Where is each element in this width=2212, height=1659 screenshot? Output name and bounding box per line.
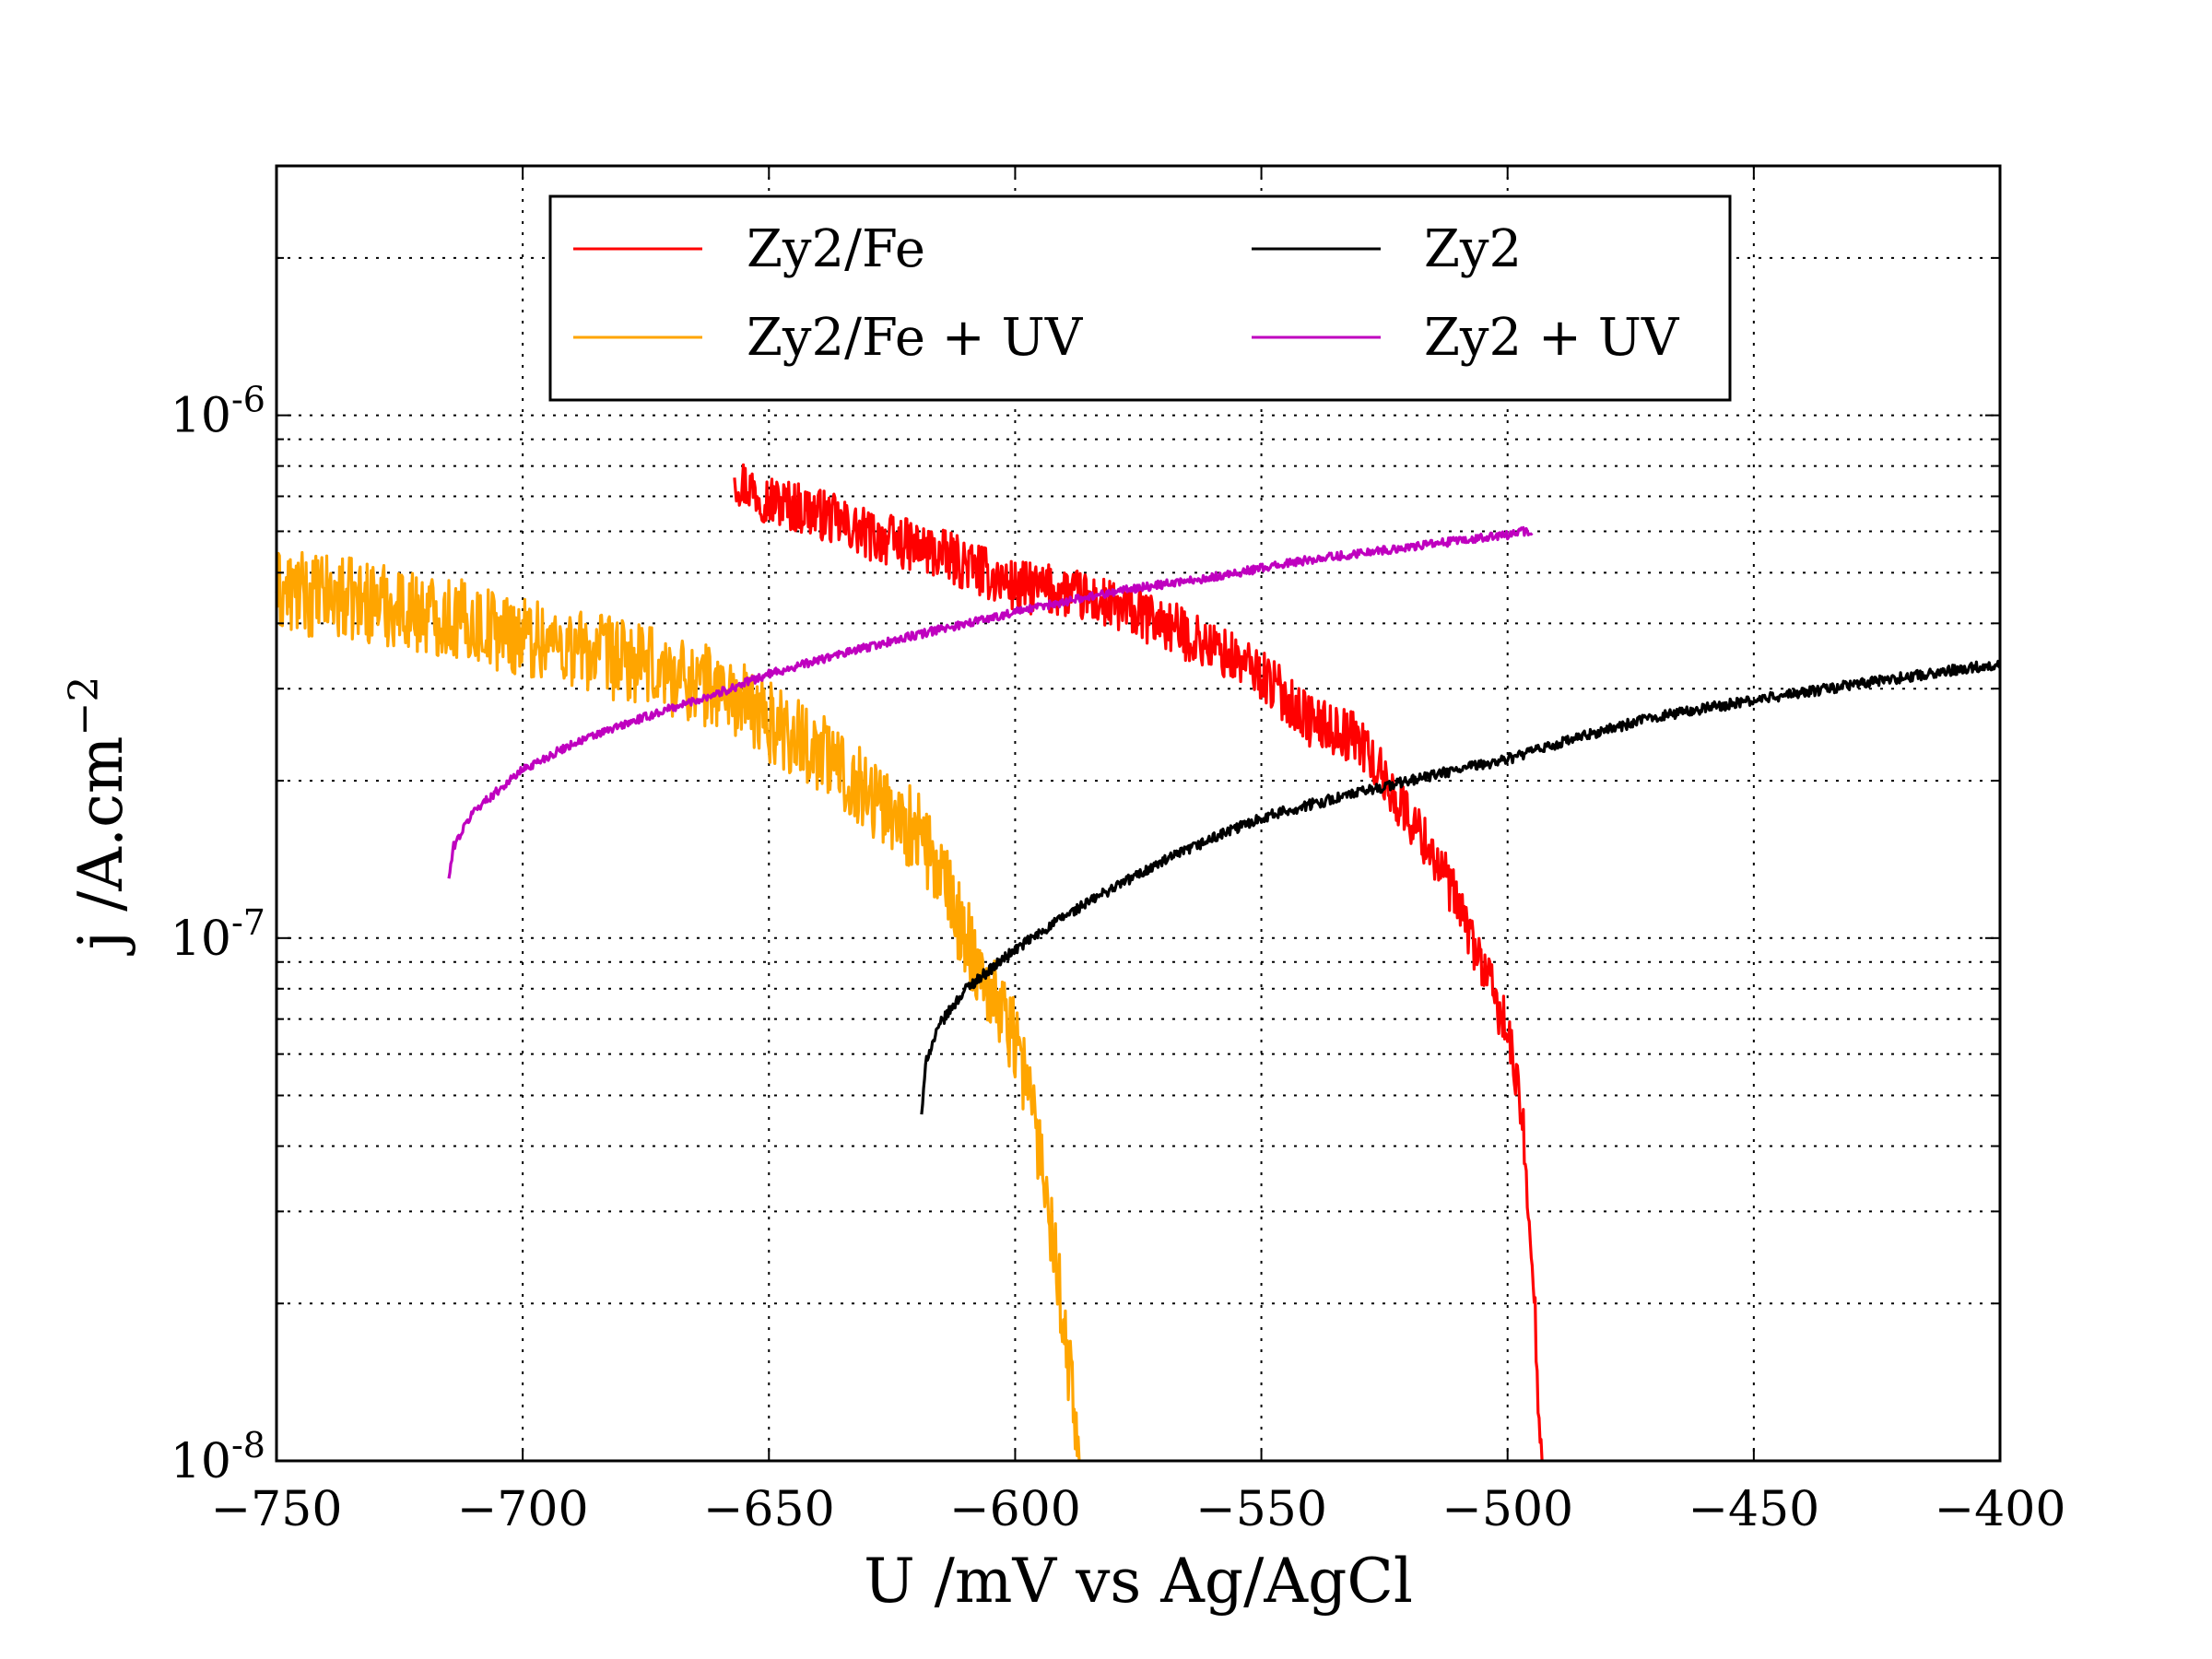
x-tick-label: −450 — [1688, 1482, 1819, 1537]
x-tick-label: −400 — [1935, 1482, 2066, 1537]
legend-label-zy2: Zy2 — [1424, 219, 1522, 279]
series-line-zy2-fe — [733, 463, 1544, 1462]
y-tick-label: 10-6 — [171, 380, 265, 444]
x-tick-labels: −750 −700 −650 −600 −550 −500 −450 −400 — [211, 1482, 2066, 1537]
y-tick-label: 10-8 — [171, 1425, 265, 1489]
legend: Zy2/Fe Zy2/Fe + UV Zy2 Zy2 + UV — [548, 194, 1732, 402]
x-axis-label: U /mV vs Ag/AgCl — [864, 1546, 1413, 1617]
y-axis-label-main: j /A.cm — [65, 736, 136, 957]
x-tick-label: −600 — [949, 1482, 1081, 1537]
legend-box — [548, 194, 1732, 402]
series-line-zy2-uv — [447, 525, 1534, 879]
ticks-layer — [276, 165, 2001, 1461]
legend-label-zy2-fe: Zy2/Fe — [747, 219, 925, 279]
x-tick-label: −750 — [211, 1482, 343, 1537]
x-tick-label: −550 — [1195, 1482, 1327, 1537]
x-tick-label: −650 — [703, 1482, 835, 1537]
y-axis-label-superscript: −2 — [61, 677, 108, 736]
series-line-zy2-fe-uv — [275, 550, 1081, 1462]
plot-frame — [275, 164, 2002, 1463]
y-axis-label: j /A.cm−2 — [61, 677, 136, 957]
y-tick-labels: 10-8 10-7 10-6 — [171, 380, 265, 1489]
x-tick-label: −500 — [1441, 1482, 1573, 1537]
legend-label-zy2-uv: Zy2 + UV — [1424, 308, 1680, 368]
x-tick-label: −700 — [457, 1482, 589, 1537]
y-tick-label: 10-7 — [171, 902, 265, 967]
series-layer — [275, 463, 2002, 1462]
series-line-zy2 — [920, 659, 2002, 1115]
legend-label-zy2-fe-uv: Zy2/Fe + UV — [747, 308, 1084, 368]
